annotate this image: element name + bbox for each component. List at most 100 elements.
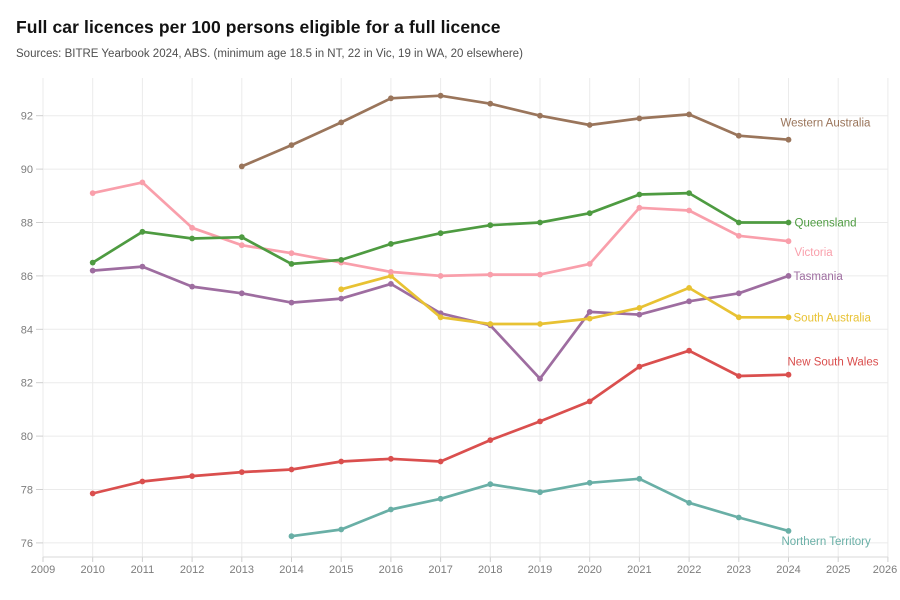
series-point-queensland (89, 259, 96, 266)
series-western-australia: Western Australia (238, 92, 871, 170)
y-axis-label: 76 (21, 538, 33, 550)
x-axis-label: 2022 (677, 564, 701, 576)
series-point-new-south-wales (487, 437, 494, 443)
x-axis-label: 2017 (428, 564, 452, 576)
x-axis-label: 2016 (379, 564, 403, 576)
series-point-northern-territory (437, 495, 444, 502)
series-point-queensland (487, 222, 494, 229)
series-point-south-australia (388, 273, 394, 279)
x-axis-label: 2020 (577, 564, 601, 576)
series-label-northern-territory: Northern Territory (782, 536, 872, 548)
series-point-northern-territory (785, 528, 792, 534)
series-point-victoria (388, 269, 394, 275)
x-axis-label: 2014 (279, 564, 303, 576)
series-point-western-australia (735, 132, 742, 139)
series-point-south-australia (437, 314, 444, 321)
x-axis-label: 2019 (528, 564, 552, 576)
x-axis-label: 2026 (873, 564, 897, 576)
x-axis-label: 2011 (131, 564, 155, 576)
series-point-south-australia (686, 285, 692, 291)
series-point-new-south-wales (537, 418, 543, 425)
series-label-new-south-wales: New South Wales (788, 357, 879, 369)
series-point-queensland (238, 234, 245, 241)
series-point-western-australia (288, 142, 295, 149)
y-axis-label: 90 (21, 164, 33, 176)
series-point-tasmania (238, 290, 245, 297)
series-point-new-south-wales (636, 363, 643, 370)
series-point-tasmania (686, 298, 692, 305)
series-point-south-australia (735, 314, 742, 321)
series-point-new-south-wales (586, 398, 593, 405)
series-point-victoria (636, 204, 643, 211)
series-point-new-south-wales (735, 373, 742, 379)
series-point-victoria (437, 273, 444, 279)
y-axis-label: 84 (21, 324, 33, 336)
series-line-western-australia (240, 94, 790, 168)
series-point-queensland (537, 219, 543, 226)
series-point-victoria (785, 238, 792, 245)
series-point-south-australia (537, 321, 543, 327)
series-point-victoria (735, 232, 742, 239)
series-point-northern-territory (487, 481, 494, 488)
series-point-victoria (686, 207, 692, 214)
series-point-western-australia (636, 115, 643, 122)
series-point-western-australia (586, 122, 593, 128)
series-label-tasmania: Tasmania (794, 271, 844, 283)
series-point-western-australia (487, 100, 494, 107)
series-line-south-australia (339, 274, 790, 326)
series-point-queensland (288, 261, 295, 267)
series-point-victoria (537, 271, 543, 278)
y-axis-label: 82 (21, 378, 33, 390)
series-point-queensland (388, 241, 394, 247)
series-point-tasmania (189, 283, 196, 290)
series-point-victoria (238, 242, 245, 249)
series-point-new-south-wales (437, 458, 444, 465)
series-point-northern-territory (388, 506, 394, 513)
series-tasmania: Tasmania (89, 263, 844, 382)
chart-subtitle: Sources: BITRE Yearbook 2024, ABS. (mini… (16, 48, 523, 60)
series-point-western-australia (686, 111, 692, 118)
series-point-queensland (139, 228, 146, 235)
x-axis-label: 2012 (180, 564, 204, 576)
x-axis-label: 2018 (478, 564, 502, 576)
series-label-victoria: Victoria (795, 247, 834, 259)
series-point-northern-territory (636, 475, 643, 482)
series-point-tasmania (388, 281, 394, 287)
series-point-south-australia (338, 286, 345, 293)
series-point-tasmania (89, 267, 96, 274)
series-point-south-australia (636, 305, 643, 311)
series-point-queensland (785, 219, 792, 226)
series-point-queensland (437, 230, 444, 237)
series-point-new-south-wales (686, 347, 692, 354)
series-point-new-south-wales (388, 455, 394, 462)
series-point-queensland (586, 210, 593, 217)
series-point-tasmania (139, 263, 146, 270)
x-axis-label: 2024 (776, 564, 800, 576)
x-axis-label: 2009 (31, 564, 55, 576)
series-point-western-australia (338, 119, 345, 126)
series-point-victoria (586, 261, 593, 267)
series-point-new-south-wales (139, 478, 146, 485)
series-point-victoria (139, 179, 146, 186)
series-point-victoria (189, 224, 196, 231)
series-point-tasmania (735, 290, 742, 297)
series-point-northern-territory (338, 526, 345, 533)
series-point-tasmania (785, 273, 792, 279)
series-point-queensland (338, 257, 345, 263)
series-point-south-australia (785, 314, 792, 321)
series-label-south-australia: South Australia (794, 312, 872, 324)
series-point-new-south-wales (288, 466, 295, 473)
series-point-queensland (189, 235, 196, 242)
series-point-south-australia (487, 321, 494, 327)
y-axis-label: 88 (21, 218, 33, 230)
series-point-western-australia (437, 92, 444, 99)
x-axis-label: 2013 (230, 564, 254, 576)
series-point-victoria (487, 271, 494, 278)
series-point-new-south-wales (785, 371, 792, 378)
x-axis-label: 2010 (80, 564, 104, 576)
x-axis-label: 2023 (727, 564, 751, 576)
series-northern-territory: Northern Territory (288, 475, 872, 548)
series-point-northern-territory (288, 533, 295, 540)
series-point-northern-territory (537, 489, 543, 496)
